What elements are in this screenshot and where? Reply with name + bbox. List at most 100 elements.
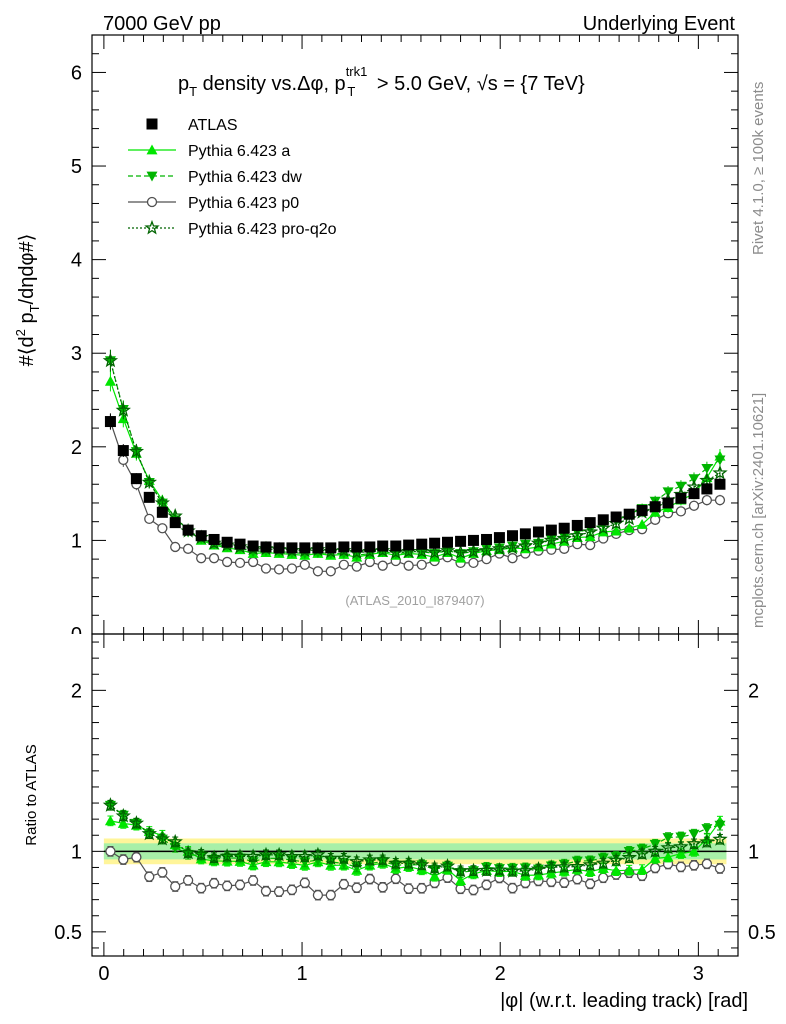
- y-tick-label: 2: [71, 437, 82, 459]
- ratio-point-pythia_q2o: [530, 861, 547, 876]
- point-atlas: [532, 526, 544, 538]
- point-atlas: [429, 537, 441, 549]
- ratio-point-pythia_q2o: [348, 853, 365, 869]
- ratio-point-pythia_p0: [325, 889, 336, 901]
- legend: ATLAS Pythia 6.423 a Pythia 6.423 dw Pythia…: [128, 117, 337, 238]
- rivet-label: Rivet 4.1.0, ≥ 100k events: [750, 82, 767, 255]
- point-pythia_p0: [416, 559, 427, 570]
- y-tick-label: 5: [71, 156, 82, 178]
- ratio-point-pythia_q2o: [413, 856, 430, 872]
- ratio-point-pythia_q2o: [167, 833, 183, 849]
- point-atlas: [182, 524, 194, 536]
- point-atlas: [156, 506, 168, 518]
- point-pythia_p0: [221, 556, 233, 568]
- ratio-point-pythia_p0: [299, 877, 310, 888]
- ratio-point-pythia_q2o: [595, 855, 611, 870]
- point-pythia_q2o: [595, 520, 611, 535]
- point-atlas: [623, 508, 635, 520]
- ratio-point-pythia_q2o: [362, 851, 378, 867]
- ratio-y-tick-label-right: 0.5: [748, 922, 776, 944]
- legend-label: Pythia 6.423 a: [188, 143, 290, 160]
- point-pythia_q2o: [569, 527, 585, 543]
- ratio-point-pythia_a: [610, 865, 622, 876]
- ratio-data: [102, 797, 728, 901]
- legend-label: Pythia 6.423 dw: [188, 169, 302, 186]
- y-tick-label: 3: [71, 343, 82, 365]
- point-pythia_q2o: [141, 474, 158, 489]
- point-pythia_q2o: [465, 543, 482, 559]
- y-tick-label: 0: [71, 624, 82, 646]
- ratio-point-pythia_q2o: [141, 825, 158, 841]
- ratio-point-pythia_q2o: [439, 858, 456, 873]
- x-tick-label: 2: [495, 963, 506, 985]
- ratio-point-pythia_q2o: [712, 831, 728, 846]
- point-atlas: [571, 519, 583, 531]
- point-atlas: [597, 514, 609, 526]
- ratio-point-pythia_q2o: [699, 833, 715, 849]
- ratio-point-pythia_a: [623, 864, 635, 875]
- point-atlas: [519, 528, 531, 540]
- x-tick-label: 3: [693, 963, 704, 985]
- point-pythia_q2o: [543, 532, 559, 547]
- ratio-point-pythia_q2o: [245, 848, 261, 863]
- ratio-point-pythia_p0: [585, 878, 596, 889]
- point-pythia_q2o: [517, 537, 534, 553]
- point-pythia_a: [610, 525, 622, 536]
- ratio-point-pythia_p0: [234, 879, 246, 891]
- ratio-point-pythia_q2o: [543, 859, 559, 874]
- main-data: [102, 349, 728, 577]
- ratio-line-pythia_q2o: [110, 804, 721, 872]
- ratio-point-pythia_p0: [286, 884, 298, 895]
- point-pythia_q2o: [426, 544, 443, 560]
- ratio-series-pythia_q2o: [102, 797, 728, 878]
- point-atlas: [688, 488, 700, 500]
- point-pythia_a: [584, 531, 596, 542]
- ratio-point-pythia_q2o: [465, 862, 482, 878]
- ratio-point-pythia_p0: [196, 883, 207, 894]
- legend-item-pythia_a: Pythia 6.423 a: [128, 143, 290, 160]
- ratio-point-pythia_q2o: [452, 862, 469, 878]
- ratio-point-pythia_q2o: [323, 850, 339, 865]
- ratio-point-pythia_q2o: [310, 846, 326, 862]
- point-atlas: [338, 541, 350, 553]
- ratio-ylabel: Ratio to ATLAS: [23, 744, 40, 845]
- y-tick-label: 1: [71, 530, 82, 552]
- ratio-point-pythia_a: [117, 817, 129, 828]
- point-atlas: [558, 522, 570, 534]
- ratio-point-pythia_p0: [675, 861, 687, 873]
- series-line-pythia_p0: [109, 421, 720, 572]
- point-atlas: [377, 540, 389, 552]
- series-line-pythia_q2o: [109, 360, 721, 554]
- point-atlas: [325, 542, 337, 554]
- ratio-point-pythia_p0: [182, 875, 194, 886]
- point-pythia_p0: [196, 553, 207, 564]
- point-atlas: [441, 536, 453, 548]
- header-right: Underlying Event: [583, 13, 736, 35]
- ratio-point-pythia_q2o: [517, 862, 534, 878]
- legend-item-atlas: ATLAS: [146, 117, 238, 134]
- ratio-point-pythia_q2o: [206, 849, 222, 865]
- ratio-point-pythia_q2o: [556, 858, 572, 874]
- ratio-point-pythia_p0: [688, 860, 700, 871]
- ratio-point-pythia_q2o: [686, 835, 702, 851]
- point-atlas: [364, 541, 376, 553]
- point-atlas: [545, 524, 557, 536]
- point-pythia_p0: [507, 553, 518, 564]
- point-atlas: [234, 538, 246, 550]
- point-atlas: [117, 445, 129, 457]
- point-atlas: [610, 511, 622, 523]
- x-axis-label: |φ| (w.r.t. leading track) [rad]: [500, 990, 748, 1012]
- point-pythia_p0: [157, 523, 168, 534]
- ratio-point-pythia_a: [104, 815, 116, 826]
- ratio-point-pythia_p0: [118, 854, 129, 865]
- ratio-point-pythia_q2o: [660, 839, 676, 855]
- watermark: (ATLAS_2010_I879407): [345, 593, 484, 608]
- point-pythia_p0: [701, 495, 713, 506]
- point-pythia_p0: [714, 495, 726, 506]
- ratio-point-pythia_a: [688, 845, 700, 856]
- ratio-point-pythia_p0: [701, 858, 713, 869]
- point-pythia_q2o: [128, 443, 145, 458]
- legend-marker-atlas: [146, 118, 158, 130]
- ratio-point-pythia_p0: [714, 863, 726, 874]
- point-pythia_q2o: [530, 535, 547, 550]
